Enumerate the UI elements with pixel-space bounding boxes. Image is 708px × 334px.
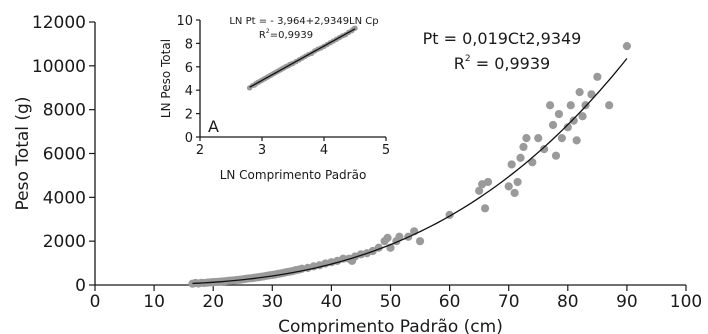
main-x-tick-label: 60 (439, 292, 461, 312)
inset-panel-label: A (208, 117, 219, 136)
main-r2-prefix: R (454, 54, 465, 73)
main-equation: Pt = 0,019Ct2,9349 (423, 29, 582, 48)
main-y-tick-label: 0 (75, 276, 86, 296)
main-data-point (383, 233, 392, 242)
main-x-tick-label: 80 (557, 292, 579, 312)
inset-y-axis-title: LN Peso Total (159, 39, 173, 118)
main-x-tick-label: 90 (616, 292, 638, 312)
main-y-axis-title: Peso Total (g) (13, 97, 33, 211)
main-r2-value: = 0,9939 (471, 54, 551, 73)
main-data-point (622, 42, 632, 51)
main-data-point (480, 204, 490, 213)
inset-y-tick-label: 2 (185, 108, 193, 123)
main-r2: R2 = 0,9939 (454, 54, 550, 73)
main-x-tick-label: 10 (143, 292, 165, 312)
main-x-tick-label: 20 (202, 292, 224, 312)
inset-r2-sup: 2 (266, 28, 270, 35)
inset-x-tick-label: 5 (382, 143, 390, 158)
inset-x-tick-label: 3 (258, 143, 266, 158)
main-x-tick-label: 70 (498, 292, 520, 312)
main-y-tick-label: 8000 (43, 101, 86, 121)
main-y-tick-label: 10000 (32, 57, 86, 77)
main-y-tick-label: 6000 (43, 145, 86, 165)
inset-equation: LN Pt = - 3,964+2,9349LN Cp (229, 16, 378, 27)
main-y-tick-label: 2000 (43, 232, 86, 252)
main-data-point (572, 136, 581, 145)
main-y-tick-label: 4000 (43, 188, 86, 208)
main-data-point (507, 160, 516, 169)
main-data-point (510, 188, 519, 198)
main-data-point (504, 182, 513, 191)
inset-r2-prefix: R (259, 30, 266, 41)
main-x-tick-label: 100 (670, 292, 702, 312)
main-data-point (548, 120, 558, 130)
main-data-point (475, 186, 484, 195)
inset-y-tick-label: 6 (185, 61, 193, 76)
inset-y-tick-label: 4 (185, 84, 193, 99)
main-data-point (551, 151, 561, 160)
main-data-point (519, 142, 528, 152)
main-x-tick-label: 30 (261, 292, 283, 312)
main-x-tick-label: 40 (321, 292, 343, 312)
main-x-tick-label: 50 (380, 292, 402, 312)
inset-fit-line (249, 28, 356, 88)
main-data-point (581, 101, 590, 110)
inset-y-tick-label: 0 (185, 131, 193, 146)
inset-r2: R2=0,9939 (259, 28, 313, 41)
main-data-point (534, 134, 543, 143)
main-data-point (528, 158, 537, 167)
main-data-point (566, 101, 575, 110)
main-points (188, 42, 632, 288)
inset-y-tick-label: 10 (176, 14, 193, 29)
inset-r2-value: =0,9939 (270, 30, 313, 41)
main-data-point (483, 177, 493, 187)
main-data-point (569, 116, 578, 125)
main-data-point (605, 101, 614, 110)
main-data-point (516, 153, 525, 162)
main-data-point (395, 232, 404, 241)
main-labels: 0 10 20 30 40 50 60 70 80 90 100020004000600080001… (13, 13, 702, 334)
main-data-point (587, 90, 596, 99)
main-data-point (522, 134, 531, 143)
inset-x-tick-label: 2 (196, 143, 204, 158)
main-fit-curve (192, 58, 628, 285)
main-x-tick-label: 0 (90, 292, 101, 312)
main-data-point (557, 134, 566, 143)
main-y-tick-label: 12000 (32, 13, 86, 33)
main-data-point (540, 145, 549, 154)
main-data-point (415, 237, 425, 246)
main-x-axis-title: Comprimento Padrão (cm) (278, 317, 503, 334)
main-data-point (545, 101, 555, 110)
main-data-point (554, 109, 564, 119)
main-r2-sup: 2 (465, 54, 471, 64)
inset-axes (196, 19, 387, 141)
inset-x-axis-title: LN Comprimento Padrão (220, 168, 367, 182)
main-data-point (563, 123, 572, 132)
inset-x-tick-label: 4 (320, 143, 328, 158)
main-data-point (578, 112, 587, 121)
main-data-point (575, 88, 584, 97)
inset-y-tick-label: 8 (185, 37, 193, 52)
main-data-point (593, 72, 602, 81)
main-data-point (513, 177, 522, 187)
